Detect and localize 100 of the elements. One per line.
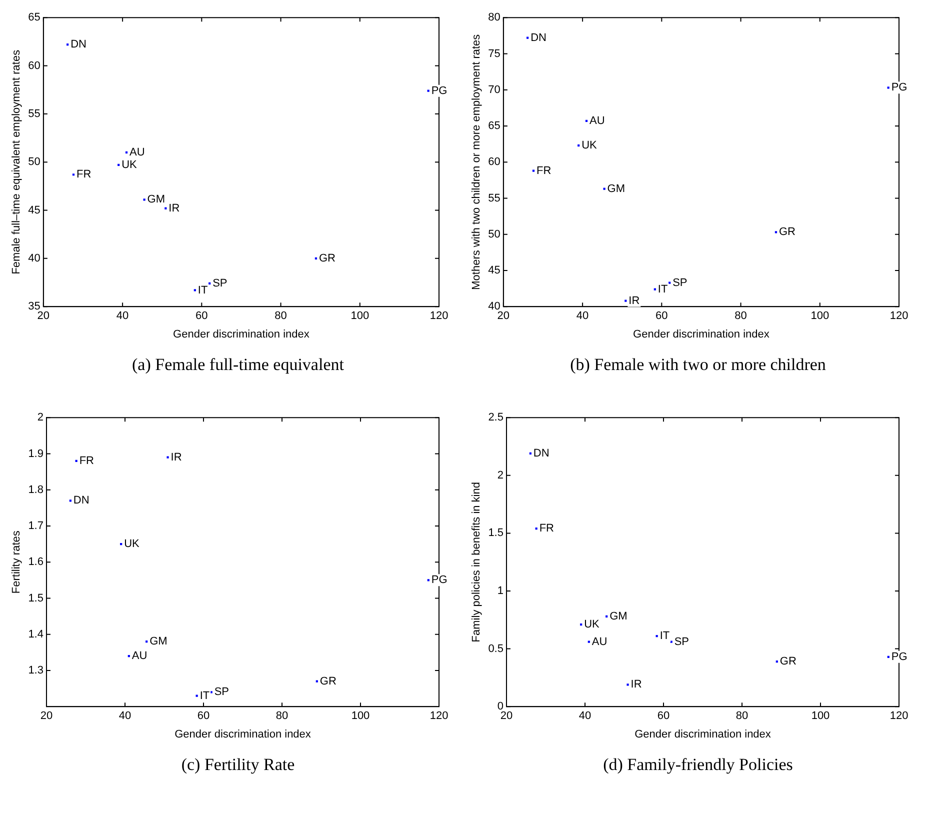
annotation: FR <box>76 168 92 181</box>
annotation: IT <box>200 690 210 702</box>
y-tick-label: 1.8 <box>28 484 44 496</box>
y-tick-label: 1.5 <box>488 527 504 540</box>
annotation: UK <box>124 538 140 550</box>
annotation: IT <box>198 284 208 296</box>
x-tick-label: 80 <box>276 710 288 722</box>
y-tick-label: 55 <box>28 108 40 120</box>
y-tick-label: 50 <box>488 228 500 240</box>
annotation: GR <box>780 656 796 668</box>
annotation: GR <box>778 226 796 238</box>
x-tick-label: 120 <box>430 310 448 322</box>
y-tick-label: 1.5 <box>28 592 44 604</box>
annotation: GM <box>610 610 628 622</box>
y-axis-title: Mothers with two children or more employment rates <box>470 34 483 290</box>
x-tick-label: 120 <box>890 310 908 322</box>
annotation: GM <box>150 636 168 648</box>
y-tick-label: 1 <box>497 585 504 598</box>
x-tick-label: 100 <box>350 310 370 322</box>
y-axis-title: Fertility rates <box>10 530 23 594</box>
text: (c) Fertility Rate <box>180 755 296 775</box>
x-tick-label: 20 <box>500 710 513 722</box>
annotation: SP <box>672 276 688 289</box>
annotation: FR <box>539 522 554 535</box>
y-tick-label: 1.7 <box>28 520 44 532</box>
text: (d) Family-friendly Policies <box>602 755 794 775</box>
annotation: DN <box>533 447 550 460</box>
x-tick-label: 100 <box>351 710 370 722</box>
y-tick-label: 1.3 <box>28 664 44 677</box>
y-axis-title: Female full–time equivalent employment rates <box>10 49 23 274</box>
y-tick-label: 55 <box>488 192 500 204</box>
x-axis-title: Gender discrimination index <box>173 328 310 340</box>
y-tick-label: 40 <box>28 252 40 264</box>
y-tick-label: 60 <box>28 60 40 72</box>
annotation: PG <box>891 82 908 94</box>
x-tick-label: 20 <box>37 310 50 322</box>
x-tick-label: 20 <box>497 310 510 322</box>
y-axis-title: Family policies in benefits in kind <box>470 482 483 642</box>
annotation: UK <box>584 618 600 631</box>
x-tick-label: 40 <box>576 310 589 322</box>
x-tick-label: 120 <box>430 710 448 722</box>
annotation: SP <box>674 636 690 648</box>
annotation: FR <box>79 454 94 467</box>
y-tick-label: 1.4 <box>28 628 44 640</box>
y-tick-label: 60 <box>488 156 500 168</box>
annotation: PG <box>431 84 448 97</box>
annotation: IR <box>170 451 182 464</box>
annotation: IR <box>628 294 640 307</box>
annotation: AU <box>132 650 148 662</box>
x-tick-label: 100 <box>810 310 830 322</box>
annotation: IR <box>168 202 180 214</box>
y-tick-label: 45 <box>28 204 40 216</box>
y-tick-label: 1.6 <box>28 556 44 568</box>
x-axis-title: Gender discrimination index <box>634 728 772 740</box>
x-tick-label: 80 <box>274 310 287 322</box>
x-tick-label: 80 <box>736 710 748 722</box>
annotation: GM <box>607 182 626 195</box>
text: (b) Female with two or more children <box>569 355 827 375</box>
text: (a) Female full-time equivalent <box>131 355 345 375</box>
annotation: GR <box>318 252 336 264</box>
annotation: GM <box>147 194 166 206</box>
annotation: SP <box>212 278 228 290</box>
x-axis-title: Gender discrimination index <box>174 728 312 740</box>
annotation: IT <box>660 630 670 642</box>
y-tick-label: 65 <box>28 12 40 24</box>
y-tick-label: 1.9 <box>28 448 44 460</box>
annotation: SP <box>214 686 230 698</box>
y-tick-label: 2 <box>37 412 44 424</box>
annotation: UK <box>582 140 598 152</box>
x-axis-title: Gender discrimination index <box>633 328 770 340</box>
y-tick-label: 65 <box>488 120 500 132</box>
annotation: PG <box>431 574 448 586</box>
x-tick-label: 80 <box>734 310 747 322</box>
y-tick-label: 2 <box>497 469 504 482</box>
x-tick-label: 60 <box>197 710 210 722</box>
annotation: IR <box>630 678 642 691</box>
x-tick-label: 60 <box>656 310 668 322</box>
y-tick-label: 75 <box>488 48 500 60</box>
annotation: FR <box>536 164 552 177</box>
y-tick-label: 50 <box>28 156 40 168</box>
x-tick-label: 100 <box>811 710 830 722</box>
annotation: AU <box>130 146 145 158</box>
x-tick-label: 40 <box>116 310 129 322</box>
annotation: DN <box>530 32 547 44</box>
x-tick-label: 120 <box>890 710 908 722</box>
y-tick-label: 45 <box>488 264 500 277</box>
annotation: DN <box>70 38 87 51</box>
y-tick-label: 70 <box>488 84 500 96</box>
y-tick-label: 0.5 <box>488 642 504 655</box>
x-tick-label: 40 <box>118 710 132 722</box>
x-tick-label: 20 <box>40 710 53 722</box>
annotation: AU <box>592 636 608 648</box>
x-tick-label: 40 <box>578 710 592 722</box>
annotation: GR <box>320 675 336 688</box>
x-tick-label: 60 <box>196 310 208 322</box>
x-tick-label: 60 <box>657 710 670 722</box>
y-tick-label: 80 <box>488 12 500 24</box>
y-tick-label: 2.5 <box>488 412 504 424</box>
annotation: AU <box>590 114 605 127</box>
annotation: UK <box>122 159 138 172</box>
